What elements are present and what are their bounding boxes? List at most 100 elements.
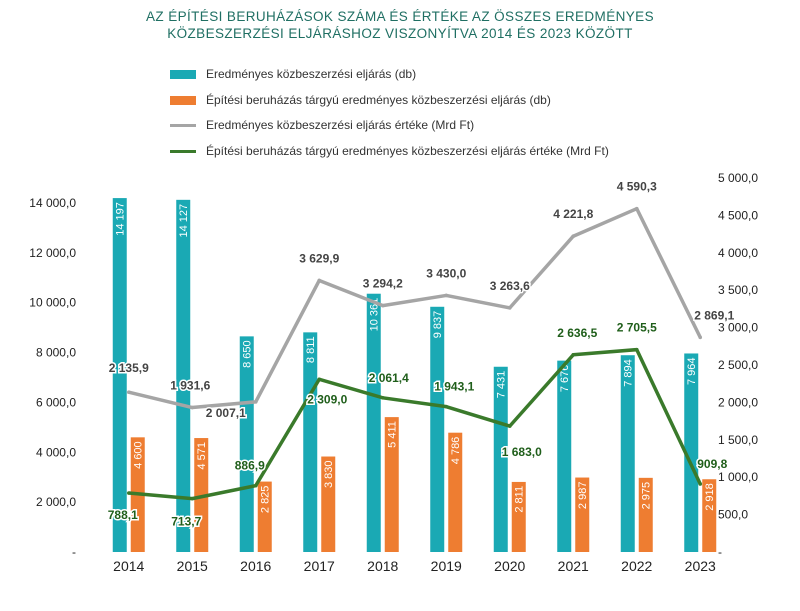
point-total-value [253, 400, 258, 404]
bar-value-label-construction: 2 987 [577, 482, 589, 510]
right-axis-tick-label: 3 000,0 [718, 321, 758, 335]
x-axis-tick-label: 2022 [621, 558, 652, 574]
data-label-total-value: 3 294,2 [363, 277, 403, 291]
point-construction-value [507, 424, 512, 428]
chart-title-line-1: AZ ÉPÍTÉSI BERUHÁZÁSOK SZÁMA ÉS ÉRTÉKE A… [146, 9, 654, 24]
bar-value-label-construction: 2 811 [514, 486, 526, 513]
left-axis-tick-label: 14 000,0 [29, 196, 76, 210]
left-axis-tick-label: 8 000,0 [36, 346, 76, 360]
point-construction-value [126, 491, 131, 495]
bar-total-count [176, 199, 191, 552]
point-total-value [380, 303, 385, 308]
line-total-value [128, 206, 702, 410]
bar-value-label-construction: 3 830 [323, 461, 335, 489]
point-construction-value [380, 396, 385, 400]
point-total-value [571, 234, 576, 239]
point-total-value [126, 390, 131, 395]
bar-value-label-total: 8 650 [242, 340, 254, 368]
data-label-construction-value: 2 705,5 [617, 321, 657, 335]
x-axis-tick-label: 2021 [558, 558, 589, 574]
point-construction-value [190, 496, 195, 501]
bar-value-label-total: 7 676 [559, 365, 571, 393]
point-construction-value [571, 352, 576, 357]
point-construction-value [317, 377, 322, 382]
right-axis-tick-label: - [718, 545, 722, 559]
right-axis-tick-label: 4 000,0 [718, 246, 758, 260]
data-label-construction-value: 788,1 [108, 508, 138, 522]
right-axis-tick-label: 3 500,0 [718, 283, 758, 297]
legend-line-green [170, 149, 196, 153]
data-label-total-value: 2 869,1 [694, 308, 734, 322]
x-axis-tick-label: 2014 [113, 558, 144, 574]
left-axis-tick-label: 2 000,0 [36, 495, 76, 509]
point-construction-value [444, 404, 449, 409]
bar-value-label-construction: 4 786 [450, 437, 462, 465]
legend-label: Építési beruházás tárgyú eredményes közb… [206, 143, 609, 158]
data-label-construction-value: 2 309,0 [307, 392, 347, 406]
left-axis-tick-label: 10 000,0 [29, 296, 76, 310]
left-axis-tick-label: 12 000,0 [29, 246, 76, 260]
data-label-total-value: 4 590,3 [617, 180, 657, 194]
bar-value-label-construction: 4 600 [133, 441, 145, 469]
bar-construction-count [511, 481, 526, 552]
bar-value-label-total: 7 431 [496, 371, 508, 399]
bar-value-label-construction: 5 411 [387, 421, 399, 448]
bar-construction-count [702, 479, 717, 552]
data-label-construction-value: 886,9 [235, 459, 265, 473]
right-axis-tick-label: 1 000,0 [718, 470, 758, 484]
right-axis-tick-label: 4 500,0 [718, 208, 758, 222]
right-axis-tick-label: 1 500,0 [718, 433, 758, 447]
bar-construction-count [575, 477, 590, 552]
right-axis-tick-label: 500,0 [718, 508, 748, 522]
data-label-construction-value: 2 061,4 [369, 371, 409, 385]
legend-line-gray [170, 124, 196, 127]
left-axis-tick-label: - [72, 545, 76, 559]
data-label-construction-value: 1 943,1 [434, 380, 474, 394]
bar-value-label-construction: 2 975 [641, 482, 653, 510]
bar-construction-count [448, 432, 463, 552]
data-label-total-value: 2 007,1 [206, 406, 246, 420]
point-construction-value [698, 482, 703, 486]
x-axis-tick-label: 2016 [240, 558, 271, 574]
x-axis-tick-label: 2020 [494, 558, 525, 574]
chart-title: AZ ÉPÍTÉSI BERUHÁZÁSOK SZÁMA ÉS ÉRTÉKE A… [0, 8, 800, 42]
x-axis-tick-label: 2019 [431, 558, 462, 574]
chart-title-line-2: KÖZBESZERZÉSI ELJÁRÁSHOZ VISZONYÍTVA 201… [167, 26, 633, 41]
bar-value-label-total: 14 197 [115, 202, 127, 236]
data-label-total-value: 1 931,6 [170, 379, 210, 393]
bar-value-label-construction: 2 918 [704, 483, 716, 511]
data-label-total-value: 2 135,9 [109, 361, 149, 375]
left-axis-tick-label: 6 000,0 [36, 395, 76, 409]
right-axis-tick-label: 2 500,0 [718, 358, 758, 372]
point-construction-value [253, 483, 258, 488]
bar-total-count [112, 198, 127, 553]
bar-total-count [557, 360, 572, 552]
bar-value-label-total: 8 811 [305, 336, 317, 363]
data-label-total-value: 3 263,6 [490, 279, 530, 293]
bar-total-count [493, 366, 508, 552]
data-label-construction-value: 909,8 [697, 457, 727, 471]
bar-value-label-total: 7 964 [686, 357, 698, 385]
bar-total-count [684, 353, 699, 552]
bar-construction-count [384, 417, 399, 552]
bar-value-label-construction: 4 571 [196, 442, 208, 470]
bar-value-label-total: 10 361 [369, 298, 381, 332]
point-total-value [190, 405, 195, 410]
data-label-total-value: 4 221,8 [553, 207, 593, 221]
bar-value-label-construction: 2 825 [260, 486, 272, 514]
bar-total-count [239, 336, 254, 552]
x-axis-tick-label: 2017 [304, 558, 335, 574]
point-total-value [634, 206, 639, 211]
legend-label: Eredményes közbeszerzési eljárás (db) [206, 67, 417, 81]
x-axis-tick-label: 2015 [177, 558, 208, 574]
bar-value-label-total: 14 127 [178, 204, 190, 238]
data-label-total-value: 3 430,0 [426, 266, 466, 280]
point-total-value [444, 293, 449, 298]
bar-total-count [620, 355, 635, 552]
point-construction-value [634, 347, 639, 352]
x-axis-tick-label: 2018 [367, 558, 398, 574]
bar-total-count [303, 332, 318, 552]
bar-value-label-total: 9 837 [432, 311, 444, 339]
bar-total-count [366, 293, 381, 552]
